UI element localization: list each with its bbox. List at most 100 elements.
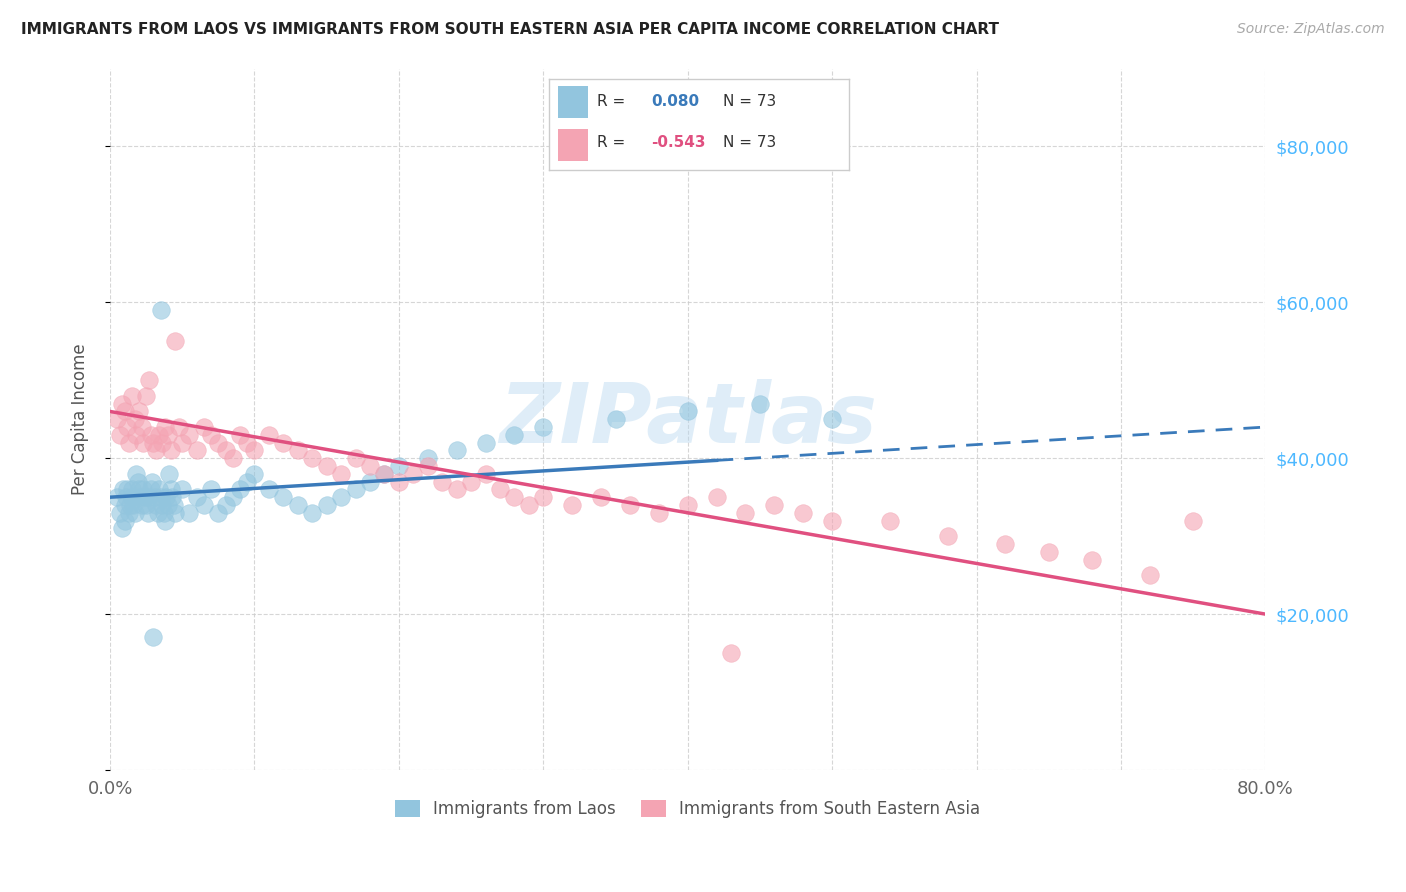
Point — [330, 490, 353, 504]
Point — [153, 420, 176, 434]
Point — [273, 490, 295, 504]
Point — [121, 490, 143, 504]
Text: Source: ZipAtlas.com: Source: ZipAtlas.com — [1237, 22, 1385, 37]
Point — [134, 490, 156, 504]
Point — [388, 475, 411, 489]
Point — [503, 427, 526, 442]
Point — [416, 458, 439, 473]
Point — [136, 506, 159, 520]
Point — [131, 498, 153, 512]
Point — [531, 490, 554, 504]
Point — [153, 514, 176, 528]
Point — [531, 420, 554, 434]
Legend: Immigrants from Laos, Immigrants from South Eastern Asia: Immigrants from Laos, Immigrants from So… — [388, 793, 987, 825]
Point — [156, 498, 179, 512]
Point — [155, 490, 177, 504]
Point — [1139, 568, 1161, 582]
Point — [111, 521, 134, 535]
Point — [169, 420, 191, 434]
Point — [748, 397, 770, 411]
Point — [994, 537, 1017, 551]
Point — [108, 427, 131, 442]
Point — [112, 483, 135, 497]
Point — [207, 435, 229, 450]
Point — [139, 483, 162, 497]
Point — [179, 506, 201, 520]
Point — [132, 435, 155, 450]
Point — [117, 483, 139, 497]
Point — [125, 427, 148, 442]
Point — [416, 451, 439, 466]
Point — [120, 498, 142, 512]
Point — [222, 490, 245, 504]
Point — [214, 498, 236, 512]
Point — [359, 475, 381, 489]
Y-axis label: Per Capita Income: Per Capita Income — [72, 343, 89, 495]
Point — [105, 490, 128, 504]
Point — [257, 483, 280, 497]
Point — [118, 506, 141, 520]
Point — [792, 506, 814, 520]
Point — [489, 483, 512, 497]
Point — [142, 631, 165, 645]
Point — [287, 498, 309, 512]
Point — [117, 420, 139, 434]
Point — [157, 467, 180, 481]
Point — [474, 435, 496, 450]
Point — [127, 475, 149, 489]
Point — [821, 412, 844, 426]
Point — [432, 475, 454, 489]
Point — [152, 506, 174, 520]
Point — [706, 490, 728, 504]
Point — [124, 412, 146, 426]
Point — [148, 483, 170, 497]
Point — [193, 420, 215, 434]
Point — [122, 498, 145, 512]
Point — [145, 443, 167, 458]
Point — [257, 427, 280, 442]
Point — [619, 498, 641, 512]
Point — [132, 483, 155, 497]
Point — [222, 451, 245, 466]
Point — [150, 498, 173, 512]
Point — [315, 498, 337, 512]
Point — [121, 389, 143, 403]
Point — [159, 443, 181, 458]
Point — [676, 498, 699, 512]
Point — [359, 458, 381, 473]
Point — [114, 498, 136, 512]
Point — [124, 506, 146, 520]
Point — [214, 443, 236, 458]
Point — [517, 498, 540, 512]
Text: IMMIGRANTS FROM LAOS VS IMMIGRANTS FROM SOUTH EASTERN ASIA PER CAPITA INCOME COR: IMMIGRANTS FROM LAOS VS IMMIGRANTS FROM … — [21, 22, 1000, 37]
Point — [229, 483, 252, 497]
Point — [129, 490, 152, 504]
Point — [114, 514, 136, 528]
Point — [1081, 552, 1104, 566]
Point — [193, 498, 215, 512]
Point — [165, 506, 187, 520]
Point — [388, 458, 411, 473]
Point — [156, 427, 179, 442]
Point — [936, 529, 959, 543]
Point — [200, 427, 222, 442]
Point — [150, 435, 173, 450]
Point — [172, 435, 194, 450]
Point — [135, 498, 157, 512]
Point — [344, 483, 367, 497]
Point — [734, 506, 756, 520]
Point — [138, 490, 160, 504]
Point — [148, 427, 170, 442]
Point — [125, 467, 148, 481]
Text: ZIPatlas: ZIPatlas — [499, 379, 877, 459]
Point — [821, 514, 844, 528]
Point — [179, 427, 201, 442]
Point — [273, 435, 295, 450]
Point — [301, 451, 323, 466]
Point — [301, 506, 323, 520]
Point — [160, 490, 183, 504]
Point — [131, 420, 153, 434]
Point — [115, 490, 138, 504]
Point — [200, 483, 222, 497]
Point — [108, 506, 131, 520]
